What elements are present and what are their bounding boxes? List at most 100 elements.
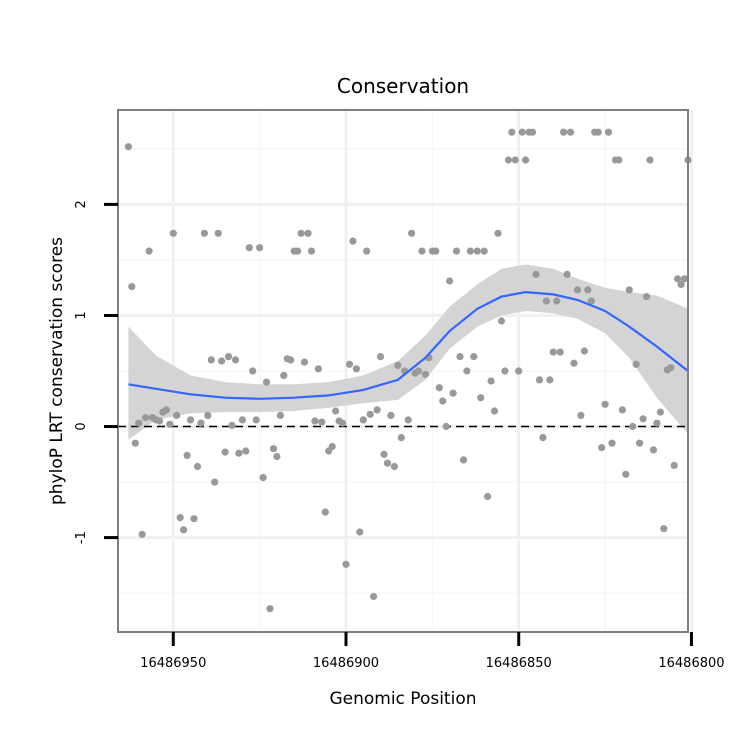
- x-axis-title: Genomic Position: [329, 689, 476, 709]
- data-point: [242, 447, 250, 455]
- data-point: [145, 247, 153, 255]
- data-point: [128, 283, 136, 291]
- y-tick-label: -1: [74, 531, 89, 544]
- data-point: [169, 229, 177, 237]
- x-axis: 16486950 16486900 16486850 16486800: [140, 632, 725, 671]
- data-point: [542, 297, 551, 305]
- data-point: [601, 400, 609, 408]
- data-point: [642, 293, 651, 301]
- data-point: [566, 128, 575, 136]
- data-point: [221, 448, 229, 456]
- data-point: [539, 434, 547, 442]
- data-point: [546, 376, 554, 384]
- data-point: [397, 434, 405, 442]
- data-point: [207, 356, 215, 364]
- data-point: [376, 353, 385, 361]
- data-point: [629, 422, 637, 431]
- data-point: [190, 515, 198, 523]
- data-point: [518, 128, 526, 136]
- data-point: [262, 378, 271, 386]
- data-point: [604, 128, 613, 136]
- data-point: [204, 411, 212, 419]
- data-point: [311, 417, 319, 425]
- data-point: [276, 411, 284, 419]
- data-point: [214, 229, 222, 237]
- data-point: [238, 416, 246, 424]
- data-point: [570, 359, 578, 367]
- data-point: [131, 439, 139, 447]
- data-point: [439, 397, 447, 405]
- data-point: [670, 461, 678, 469]
- smooth-curve: [128, 290, 689, 400]
- data-point: [577, 411, 585, 419]
- data-point: [318, 418, 326, 426]
- data-point: [249, 367, 257, 375]
- data-point: [615, 156, 623, 164]
- data-point: [677, 280, 685, 288]
- data-point: [235, 449, 243, 457]
- data-point: [418, 247, 426, 255]
- data-point: [532, 270, 540, 278]
- data-point: [273, 452, 281, 461]
- data-point: [345, 360, 354, 368]
- data-point: [649, 446, 658, 454]
- data-point: [636, 439, 644, 447]
- data-point: [321, 508, 329, 516]
- data-point: [477, 394, 485, 402]
- data-point: [186, 416, 195, 424]
- data-point: [587, 297, 595, 305]
- data-point: [598, 444, 606, 452]
- data-point: [508, 128, 516, 136]
- data-point: [608, 439, 616, 447]
- data-point: [314, 365, 322, 373]
- data-point: [269, 445, 278, 453]
- data-point: [622, 470, 630, 478]
- x-tick-label: 16486950: [140, 656, 206, 671]
- data-point: [231, 356, 240, 364]
- data-point: [259, 474, 267, 482]
- data-point: [408, 229, 416, 237]
- data-point: [470, 353, 478, 361]
- data-point: [463, 367, 471, 375]
- data-point: [618, 406, 627, 414]
- data-point: [328, 442, 336, 451]
- data-point: [228, 421, 236, 429]
- panel-border: [117, 109, 689, 633]
- data-point: [466, 247, 474, 255]
- data-point: [560, 128, 568, 136]
- data-point: [366, 410, 374, 418]
- data-point: [124, 143, 132, 151]
- data-point: [252, 416, 260, 424]
- data-point: [449, 389, 457, 397]
- data-point: [446, 277, 454, 285]
- data-point: [421, 370, 430, 378]
- data-point: [484, 492, 492, 501]
- data-point: [224, 353, 233, 361]
- y-tick-label: 1: [74, 311, 89, 319]
- data-point: [435, 384, 443, 392]
- data-point: [390, 462, 398, 471]
- data-point: [553, 297, 561, 305]
- data-point: [522, 156, 530, 164]
- data-point: [563, 270, 571, 278]
- data-point: [594, 128, 602, 136]
- y-tick-label: 0: [74, 422, 89, 430]
- data-point: [294, 247, 302, 255]
- y-axis: -1 0 1 2: [74, 200, 118, 544]
- data-point: [180, 526, 188, 534]
- data-point: [442, 422, 450, 431]
- data-point: [432, 247, 440, 255]
- data-point: [535, 376, 544, 384]
- data-point: [287, 356, 295, 364]
- x-tick-label: 16486850: [486, 656, 552, 671]
- data-point: [370, 592, 378, 601]
- data-point: [646, 156, 654, 164]
- data-point: [528, 128, 537, 136]
- data-point: [625, 286, 633, 294]
- data-point: [473, 247, 481, 255]
- data-point: [383, 459, 392, 467]
- data-point: [373, 406, 381, 414]
- data-point: [304, 229, 312, 237]
- data-point: [135, 419, 143, 427]
